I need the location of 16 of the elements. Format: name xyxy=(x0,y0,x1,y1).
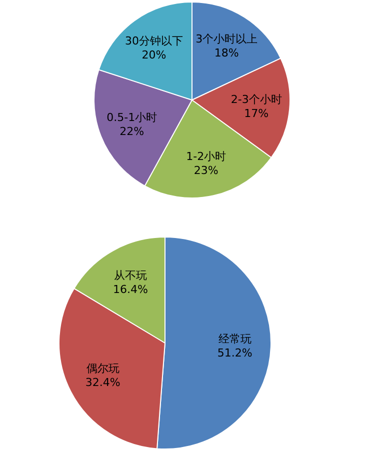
data-label: 23% xyxy=(194,164,218,178)
slice-label: 2-3个小时 xyxy=(230,93,282,106)
data-label: 17% xyxy=(244,107,269,120)
slice-label: 1-2小时 xyxy=(186,150,226,164)
data-label: 18% xyxy=(214,46,239,60)
data-label: 51.2% xyxy=(217,346,252,360)
data-label: 20% xyxy=(142,48,166,62)
data-label: 16.4% xyxy=(113,283,148,296)
slice-label: 3个小时以上 xyxy=(196,32,258,46)
slice-label: 经常玩 xyxy=(218,332,252,346)
slice-label: 0.5-1小时 xyxy=(106,110,158,124)
data-label: 32.4% xyxy=(85,376,120,390)
slice-label: 从不玩 xyxy=(114,269,148,282)
slice-label: 偶尔玩 xyxy=(86,362,120,376)
data-label: 22% xyxy=(120,124,144,138)
slice-label: 30分钟以下 xyxy=(124,34,183,48)
